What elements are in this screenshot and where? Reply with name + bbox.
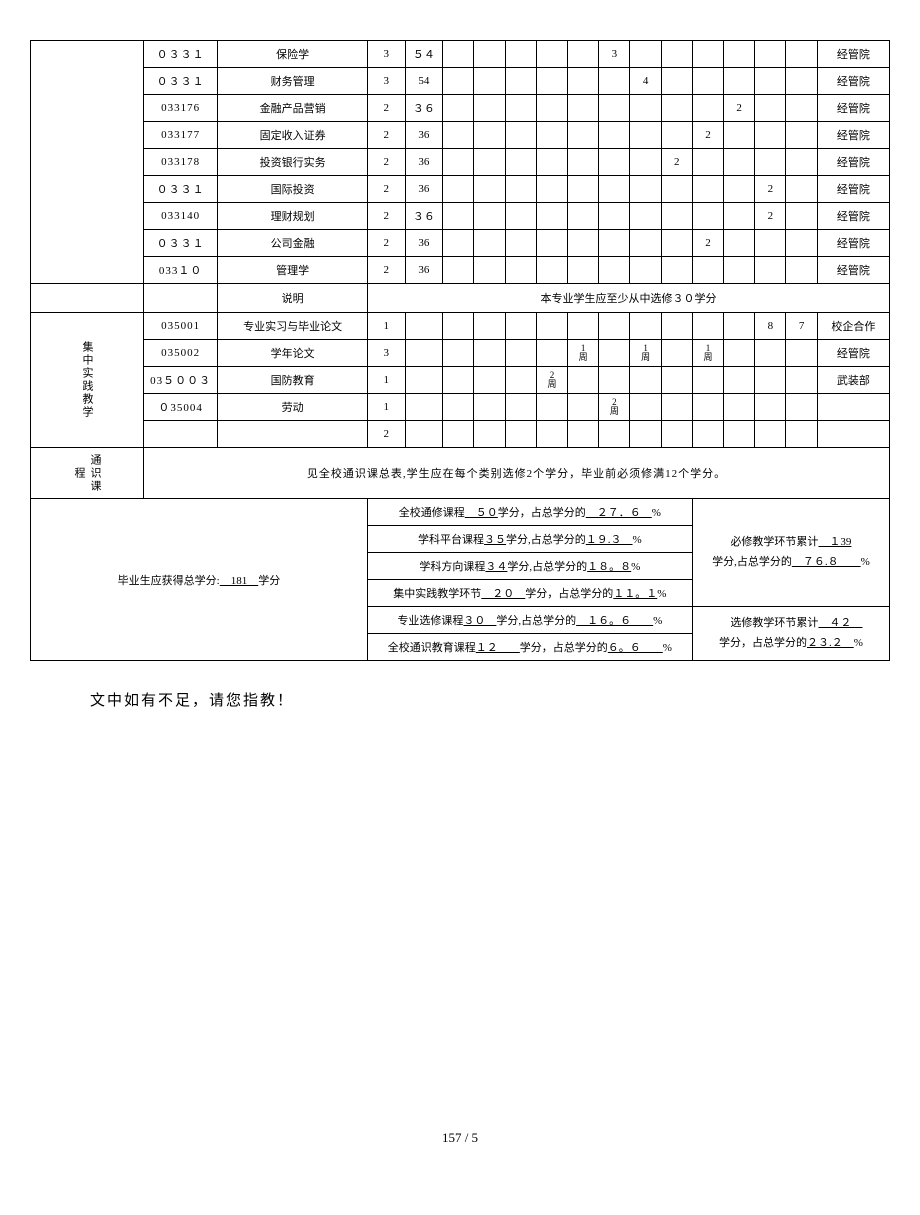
summary-row-0: 全校通修课程 ５０学分，占总学分的 ２７．６ % bbox=[367, 499, 692, 526]
page-number: 157 / 5 bbox=[30, 1130, 890, 1146]
course-row: 033176金融产品营销2３６2经管院 bbox=[31, 95, 890, 122]
general-row: 通识课程 见全校通识课总表,学生应在每个类别选修2个学分，毕业前必须修满12个学… bbox=[31, 448, 890, 499]
course-row: ０３３１公司金融2362经管院 bbox=[31, 230, 890, 257]
desc-row: 说明 本专业学生应至少从中选修３０学分 bbox=[31, 284, 890, 313]
practice-row: 03５００３国防教育12周武装部 bbox=[31, 367, 890, 394]
practice-row: 035002学年论文31周1周1周经管院 bbox=[31, 340, 890, 367]
required-block: 必修教学环节累计 １39学分,占总学分的 ７６.８ % bbox=[692, 499, 889, 607]
general-label: 通识课程 bbox=[31, 448, 144, 499]
course-row: ０３３１财务管理3544经管院 bbox=[31, 68, 890, 95]
desc-label: 说明 bbox=[218, 284, 368, 313]
summary-row-2: 学科方向课程３４学分,占总学分的１８。８% bbox=[367, 553, 692, 580]
summary-row-4: 专业选修课程３０ 学分,占总学分的 １６。６ % bbox=[367, 607, 692, 634]
grad-total: 毕业生应获得总学分: 181 学分 bbox=[31, 499, 368, 661]
practice-row: 集中实践教学035001专业实习与毕业论文187校企合作 bbox=[31, 313, 890, 340]
course-row: ０３３１保险学3５４3经管院 bbox=[31, 41, 890, 68]
course-row: 033140理财规划2３６2经管院 bbox=[31, 203, 890, 230]
practice-row: ０35004劳动12周 bbox=[31, 394, 890, 421]
course-row: 033178投资银行实务2362经管院 bbox=[31, 149, 890, 176]
practice-label: 集中实践教学 bbox=[31, 313, 144, 448]
summary-row-5: 全校通识教育课程１２ 学分，占总学分的６。６ % bbox=[367, 634, 692, 661]
footer-note: 文中如有不足，请您指教！ bbox=[90, 689, 890, 710]
practice-row-blank: 2 bbox=[31, 421, 890, 448]
course-row: ０３３１国际投资2362经管院 bbox=[31, 176, 890, 203]
desc-text: 本专业学生应至少从中选修３０学分 bbox=[367, 284, 889, 313]
course-row: 033１０管理学236经管院 bbox=[31, 257, 890, 284]
general-text: 见全校通识课总表,学生应在每个类别选修2个学分，毕业前必须修满12个学分。 bbox=[144, 448, 890, 499]
curriculum-table: ０３３１保险学3５４3经管院０３３１财务管理3544经管院033176金融产品营… bbox=[30, 40, 890, 661]
elective-block: 选修教学环节累计 ４２ 学分，占总学分的２３.２ % bbox=[692, 607, 889, 661]
course-row: 033177固定收入证券2362经管院 bbox=[31, 122, 890, 149]
summary-row-3: 集中实践教学环节 ２０ 学分，占总学分的１１。１% bbox=[367, 580, 692, 607]
summary-row-1: 学科平台课程３５学分,占总学分的１９.３ % bbox=[367, 526, 692, 553]
